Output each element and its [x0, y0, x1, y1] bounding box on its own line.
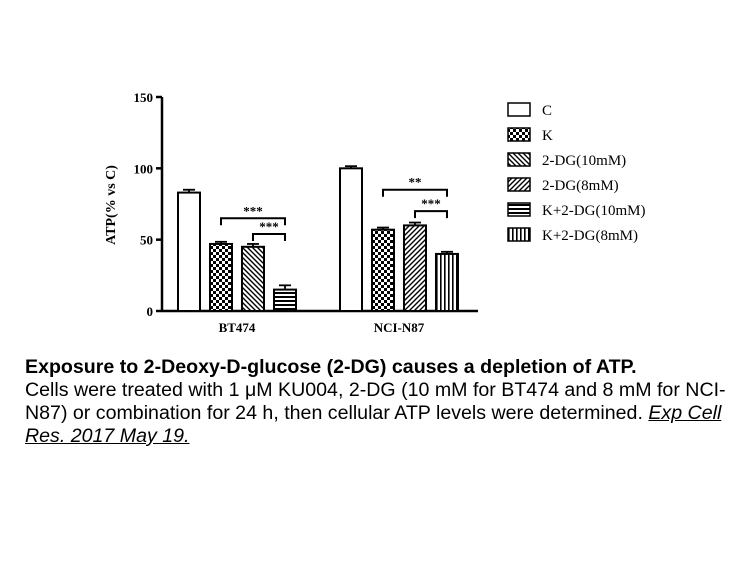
significance-bracket [414, 210, 448, 219]
caption-title: Exposure to 2-Deoxy-D-glucose (2-DG) cau… [25, 356, 637, 378]
significance-bracket [382, 188, 448, 197]
legend-swatch [507, 227, 531, 242]
significance-brackets: *********** [220, 175, 448, 241]
legend-label: K+2-DG(10mM) [542, 203, 645, 219]
caption-body: Cells were treated with 1 μM KU004, 2-DG… [25, 379, 726, 424]
y-axis-label: ATP(% vs C) [104, 165, 119, 245]
bar [209, 242, 233, 313]
legend-swatch [507, 202, 531, 217]
legend-swatch [507, 152, 531, 167]
legend-swatch [507, 127, 531, 142]
bar [435, 252, 459, 312]
caption-reference[interactable]: Exp Cell Res. 2017 May 19. [25, 402, 722, 447]
x-tick-label: BT474 [219, 320, 256, 335]
bars [177, 165, 459, 313]
bar [177, 191, 201, 312]
bar [371, 228, 395, 312]
bar [273, 288, 297, 313]
y-tick-label: 0 [147, 304, 154, 319]
significance-label: *** [259, 219, 279, 234]
significance-label: ** [409, 175, 422, 190]
bar [339, 167, 363, 312]
legend-label: C [542, 103, 552, 119]
legend-swatch [507, 177, 531, 192]
significance-bracket [252, 232, 286, 241]
legend-swatch [507, 102, 531, 117]
legend-label: K+2-DG(8mM) [542, 228, 638, 244]
legend-label: 2-DG(10mM) [542, 153, 626, 169]
legend-label: 2-DG(8mM) [542, 178, 619, 194]
legend: CK 2-DG(10mM) 2-DG(8mM) K+2-DG(10mM) K+2-DG(… [507, 102, 645, 244]
legend-label: K [542, 128, 553, 144]
bar [403, 224, 427, 312]
y-tick-label: 150 [134, 90, 154, 105]
bar [241, 245, 265, 312]
y-tick-label: 50 [140, 233, 153, 248]
significance-bracket [220, 217, 286, 226]
significance-label: *** [421, 196, 441, 211]
x-tick-label: NCI-N87 [374, 320, 425, 335]
significance-label: *** [243, 203, 263, 218]
figure-caption: Exposure to 2-Deoxy-D-glucose (2-DG) cau… [25, 356, 750, 448]
y-tick-label: 100 [134, 161, 154, 176]
